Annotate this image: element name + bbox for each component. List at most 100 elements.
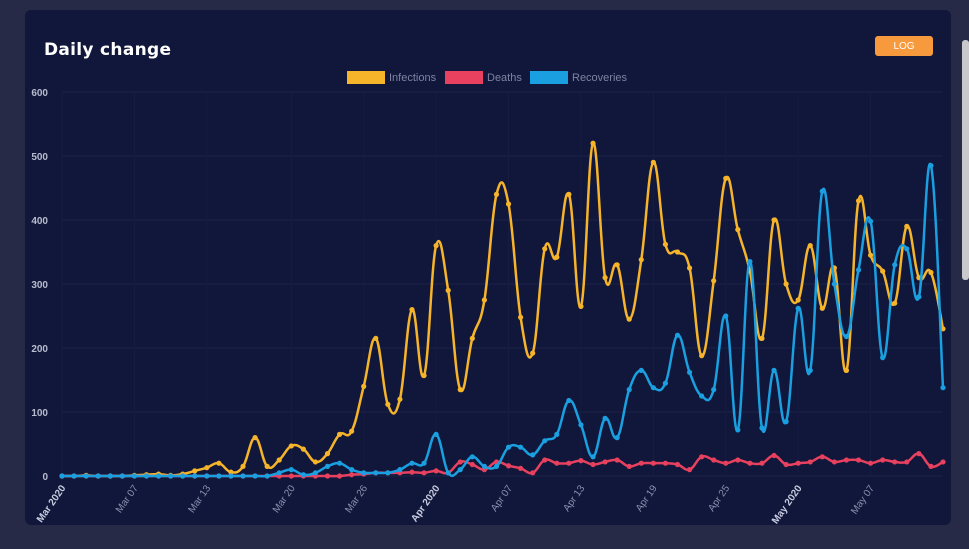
- data-point-deaths: [433, 468, 439, 474]
- log-scale-button[interactable]: LOG: [875, 36, 933, 56]
- data-point-infections: [602, 275, 608, 281]
- data-point-infections: [481, 297, 487, 303]
- page-scrollbar[interactable]: [962, 40, 969, 280]
- data-point-deaths: [904, 459, 910, 465]
- data-point-infections: [493, 191, 500, 197]
- data-point-recoveries: [880, 355, 886, 361]
- data-point-infections: [240, 463, 246, 469]
- legend-item-infections[interactable]: Infections: [347, 71, 437, 84]
- data-point-infections: [192, 468, 198, 474]
- data-point-deaths: [566, 460, 572, 466]
- data-point-deaths: [747, 460, 753, 466]
- data-point-recoveries: [457, 467, 463, 473]
- data-point-infections: [711, 278, 717, 284]
- data-point-recoveries: [530, 452, 536, 458]
- data-point-recoveries: [349, 467, 355, 473]
- data-point-recoveries: [168, 473, 174, 479]
- data-point-deaths: [699, 454, 705, 460]
- data-point-infections: [204, 465, 210, 471]
- data-point-recoveries: [867, 218, 874, 224]
- chart-title: Daily change: [44, 40, 172, 60]
- data-point-infections: [843, 367, 850, 373]
- x-tick-label: Mar 20: [271, 483, 298, 515]
- data-point-infections: [252, 435, 258, 441]
- data-point-recoveries: [95, 473, 101, 479]
- data-point-infections: [771, 217, 777, 223]
- data-point-recoveries: [71, 473, 77, 479]
- data-point-recoveries: [590, 454, 596, 460]
- data-point-deaths: [940, 459, 946, 465]
- x-tick-label: Mar 26: [343, 483, 370, 515]
- data-point-recoveries: [264, 473, 270, 479]
- data-point-recoveries: [518, 444, 524, 450]
- x-tick-label: Apr 19: [634, 483, 660, 514]
- data-point-infections: [880, 268, 886, 274]
- data-point-infections: [626, 316, 632, 322]
- data-point-infections: [288, 443, 294, 449]
- data-point-recoveries: [723, 313, 729, 319]
- data-point-recoveries: [336, 460, 343, 466]
- data-point-deaths: [626, 463, 632, 469]
- data-point-recoveries: [131, 473, 138, 479]
- data-point-recoveries: [228, 473, 234, 479]
- x-tick-label: May 07: [849, 483, 877, 517]
- data-point-infections: [795, 297, 801, 303]
- data-point-deaths: [783, 461, 789, 468]
- data-point-recoveries: [361, 470, 367, 476]
- data-point-recoveries: [626, 387, 632, 393]
- data-point-recoveries: [421, 460, 427, 466]
- data-point-recoveries: [831, 281, 837, 287]
- data-point-recoveries: [469, 454, 475, 460]
- data-point-recoveries: [493, 463, 500, 469]
- data-point-deaths: [735, 457, 741, 463]
- data-point-deaths: [554, 460, 560, 466]
- data-point-recoveries: [554, 431, 560, 437]
- data-point-deaths: [324, 473, 331, 479]
- data-point-recoveries: [855, 267, 862, 273]
- data-point-infections: [469, 335, 475, 341]
- legend-item-deaths[interactable]: Deaths: [445, 71, 522, 84]
- data-point-infections: [686, 265, 693, 271]
- data-point-infections: [505, 201, 512, 207]
- x-tick-label: Mar 07: [114, 483, 141, 515]
- data-point-recoveries: [409, 460, 415, 466]
- data-point-deaths: [638, 460, 644, 466]
- data-point-deaths: [867, 460, 874, 466]
- data-point-infections: [300, 446, 306, 452]
- legend-item-recoveries[interactable]: Recoveries: [530, 71, 628, 84]
- data-point-recoveries: [385, 470, 391, 476]
- data-point-recoveries: [674, 332, 681, 338]
- data-point-deaths: [457, 459, 463, 465]
- data-point-infections: [759, 335, 765, 341]
- x-tick-label: Mar 2020: [35, 483, 69, 525]
- data-point-infections: [650, 159, 656, 165]
- data-point-deaths: [336, 473, 343, 479]
- data-point-recoveries: [445, 470, 451, 476]
- data-point-recoveries: [711, 387, 717, 393]
- data-point-recoveries: [180, 473, 186, 479]
- data-point-deaths: [855, 457, 862, 463]
- legend-label: Infections: [389, 72, 437, 84]
- data-point-recoveries: [759, 425, 765, 431]
- data-point-deaths: [578, 458, 584, 464]
- legend-label: Recoveries: [572, 72, 628, 84]
- y-tick-label: 600: [31, 88, 48, 99]
- data-point-infections: [699, 353, 705, 359]
- data-point-infections: [590, 140, 596, 146]
- data-point-deaths: [916, 451, 922, 457]
- y-tick-label: 400: [31, 216, 48, 227]
- data-point-recoveries: [892, 262, 898, 268]
- data-point-recoveries: [216, 473, 222, 479]
- data-point-deaths: [723, 460, 729, 466]
- data-point-infections: [276, 457, 282, 463]
- data-point-recoveries: [505, 444, 512, 450]
- data-point-deaths: [518, 465, 524, 471]
- data-point-deaths: [686, 467, 693, 473]
- data-point-deaths: [614, 457, 620, 463]
- data-point-deaths: [662, 460, 669, 466]
- data-point-infections: [518, 314, 524, 320]
- data-point-recoveries: [735, 427, 741, 433]
- data-point-recoveries: [614, 435, 620, 441]
- data-point-infections: [892, 300, 898, 306]
- data-point-deaths: [711, 457, 717, 463]
